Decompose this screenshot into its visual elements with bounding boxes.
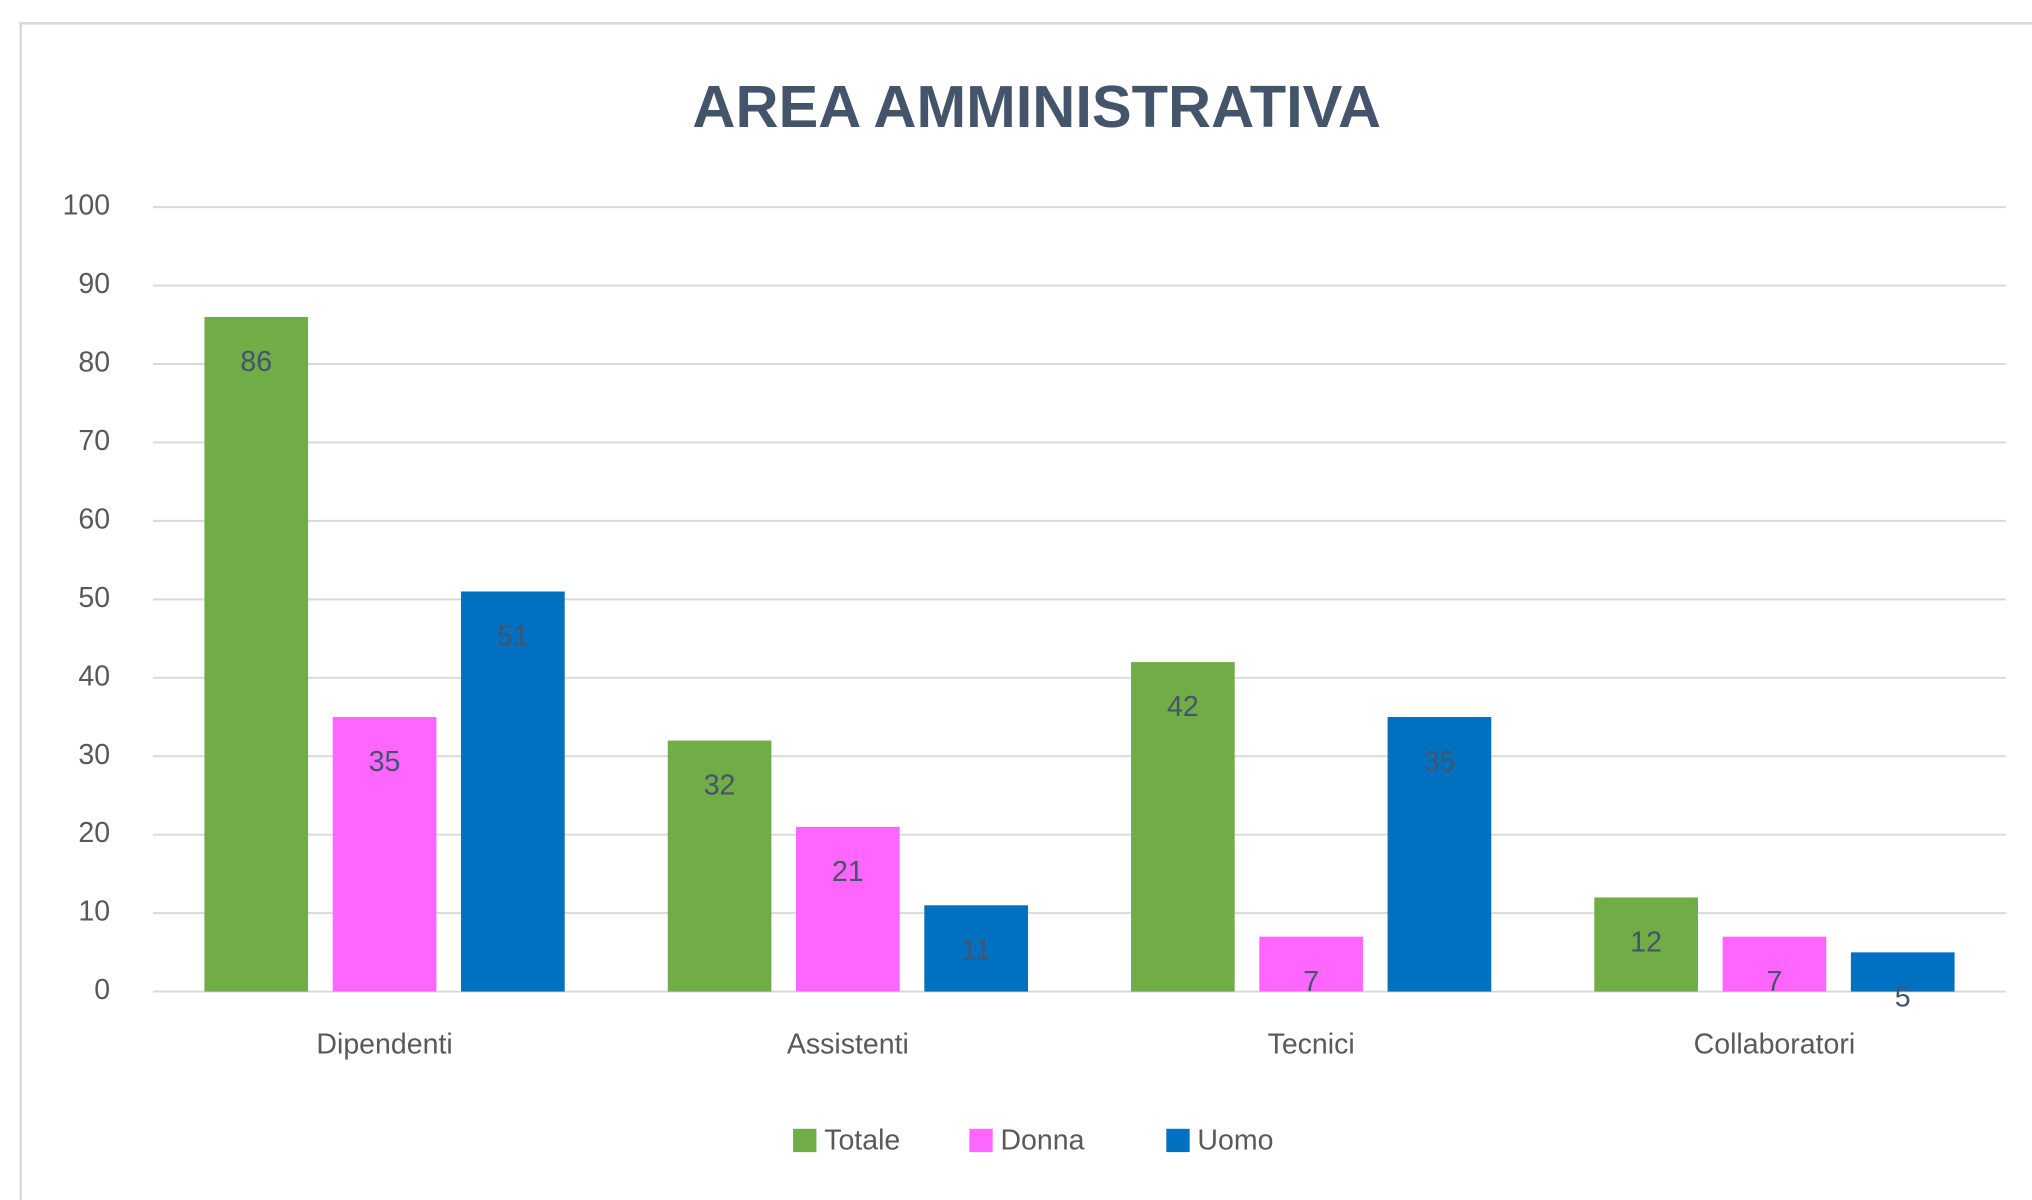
bar <box>667 740 772 992</box>
data-label: 32 <box>704 770 736 802</box>
data-label: 21 <box>832 856 864 888</box>
legend-label: Uomo <box>1197 1124 1273 1156</box>
data-label: 7 <box>1303 966 1319 998</box>
y-tick-label: 90 <box>78 268 110 300</box>
bar <box>204 316 309 992</box>
legend-swatch <box>1166 1128 1190 1153</box>
bar <box>1594 897 1698 992</box>
bar <box>1131 662 1235 992</box>
y-tick-label: 30 <box>78 739 110 771</box>
y-tick-label: 20 <box>78 817 110 849</box>
bar <box>1259 936 1363 992</box>
y-tick-label: 40 <box>78 660 110 692</box>
bar <box>924 905 1028 992</box>
bar <box>461 591 565 992</box>
y-tick-label: 70 <box>78 425 110 457</box>
y-tick-label: 80 <box>78 347 110 379</box>
data-label: 11 <box>961 934 991 966</box>
data-label: 42 <box>1167 691 1199 723</box>
bar <box>332 717 437 992</box>
x-tick-label: Tecnici <box>1268 1028 1355 1060</box>
data-label: 51 <box>497 621 529 653</box>
x-tick-label: Dipendenti <box>316 1028 452 1060</box>
chart-frame <box>19 22 2032 1200</box>
legend-swatch <box>793 1128 817 1153</box>
legend-label: Totale <box>824 1124 900 1156</box>
bar <box>1387 717 1492 992</box>
data-label: 35 <box>1424 746 1456 778</box>
legend-swatch <box>969 1128 993 1153</box>
bar <box>1722 936 1827 992</box>
y-tick-label: 10 <box>78 896 110 928</box>
data-label: 35 <box>369 746 401 778</box>
y-tick-label: 50 <box>78 582 110 614</box>
bar <box>1850 952 1955 992</box>
data-label: 12 <box>1630 927 1662 959</box>
y-tick-label: 100 <box>63 190 111 222</box>
data-label: 5 <box>1895 982 1911 1014</box>
chart-title: AREA AMMINISTRATIVA <box>692 73 1381 140</box>
data-label: 86 <box>240 346 272 378</box>
legend-label: Donna <box>1000 1124 1084 1156</box>
bar <box>796 826 900 992</box>
data-label: 7 <box>1767 966 1783 998</box>
y-tick-label: 0 <box>94 974 110 1006</box>
x-tick-label: Collaboratori <box>1694 1028 1856 1060</box>
x-tick-label: Assistenti <box>787 1028 909 1060</box>
y-tick-label: 60 <box>78 503 110 535</box>
